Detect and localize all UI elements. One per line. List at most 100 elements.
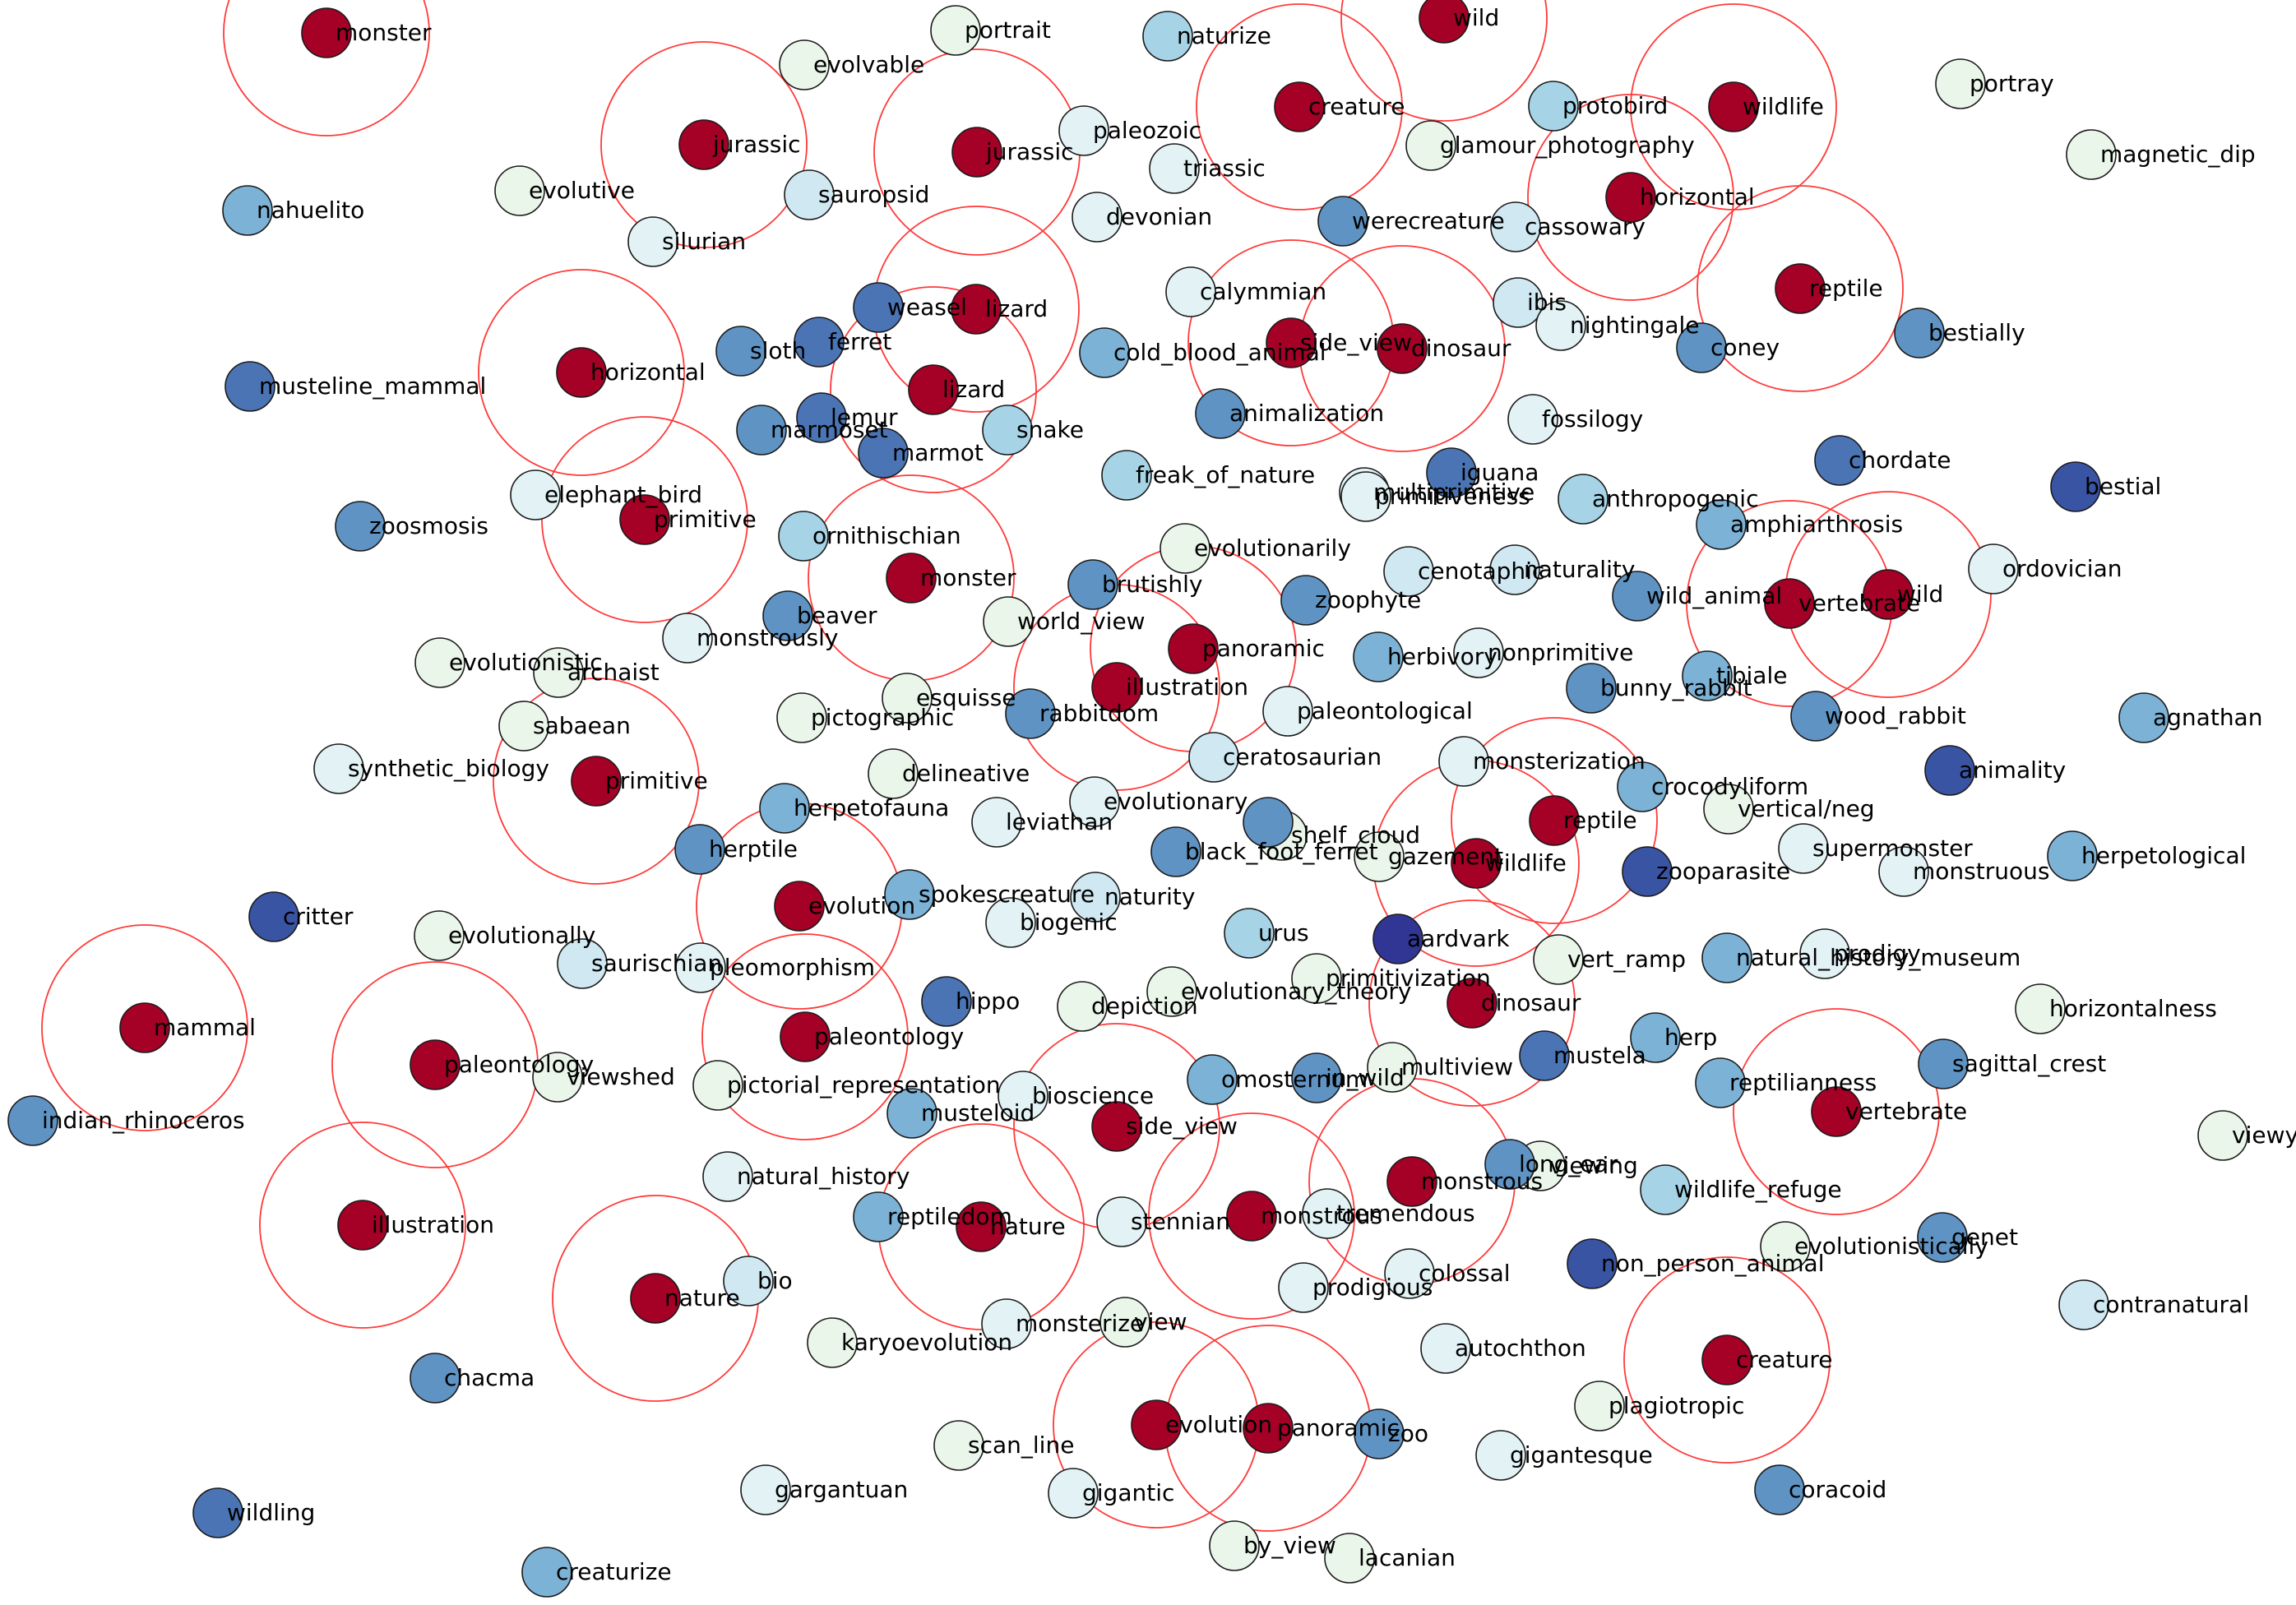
label-evolutionarily: evolutionarily (1194, 534, 1351, 562)
node-multiview (1367, 1042, 1418, 1093)
label-tibiale: tibiale (1716, 662, 1787, 689)
label-jurassic: jurassic (985, 138, 1074, 165)
node-primitive (619, 494, 670, 545)
label-freak-of-nature: freak_of_nature (1136, 461, 1315, 488)
node-dinosaur (1447, 978, 1497, 1029)
label-cassowary: cassowary (1525, 213, 1646, 240)
node-bioscience (998, 1071, 1048, 1122)
label-reptile: reptile (1809, 275, 1883, 302)
label-monsterization: monsterization (1473, 747, 1646, 775)
node-bio (723, 1256, 774, 1307)
node-wildlife (1708, 81, 1759, 132)
label-sagittal-crest: sagittal_crest (1952, 1050, 2106, 1077)
node-ordovician (1968, 543, 2019, 594)
node-evolutive (494, 165, 545, 216)
node-horizontal (1605, 172, 1656, 223)
label-portrait: portrait (965, 16, 1051, 44)
label-vert-ramp: vert_ramp (1567, 946, 1686, 973)
node-sabaean (498, 701, 549, 752)
node-reptilianness (1695, 1057, 1746, 1108)
label-wildlife: wildlife (1743, 93, 1824, 120)
label-wildlife: wildlife (1485, 849, 1567, 877)
label-omosternum: omosternum (1221, 1066, 1368, 1093)
node-musteline-mammal (225, 361, 275, 412)
node-evolution (1131, 1399, 1182, 1450)
node-wild-animal (1612, 571, 1663, 622)
node-monstrous (1386, 1156, 1437, 1207)
label-evolution: evolution (1165, 1411, 1272, 1438)
label-aardvark: aardvark (1407, 925, 1510, 952)
label-monsterize: monsterize (1016, 1310, 1144, 1337)
node-pictographic (776, 692, 827, 743)
label-rabbitdom: rabbitdom (1039, 700, 1159, 727)
node-triassic (1149, 143, 1200, 194)
label-animality: animality (1959, 756, 2066, 784)
node-reptiledom (853, 1191, 904, 1242)
label-horizontal: horizontal (590, 358, 706, 386)
label-zoo: zoo (1388, 1420, 1428, 1447)
node-long-ear (1484, 1139, 1535, 1190)
label-saurischian: saurischian (591, 950, 722, 977)
ring-monster (223, 0, 430, 136)
label-evolutionary-theory: evolutionary_theory (1181, 978, 1412, 1005)
label-elephant-bird: elephant_bird (544, 481, 702, 508)
node-stennian (1096, 1196, 1147, 1247)
node-vertebrate (1764, 578, 1815, 629)
node-creature (1701, 1334, 1752, 1385)
label-evolutionary: evolutionary (1104, 788, 1248, 815)
node-vert-ramp (1533, 934, 1584, 985)
label-devonian: devonian (1106, 203, 1212, 230)
node-crocodyliform (1617, 761, 1668, 812)
label-genet: genet (1951, 1223, 2018, 1251)
node-karyoevolution (807, 1317, 858, 1368)
label-multiprimitive: multiprimitive (1373, 479, 1535, 506)
label-primitivization: primitivization (1326, 964, 1491, 992)
node-synthetic-biology (313, 743, 364, 794)
label-wild: wild (1453, 4, 1499, 31)
label-hippo: hippo (956, 988, 1020, 1015)
node-naturity (1070, 872, 1121, 923)
node-coracoid (1754, 1464, 1805, 1515)
node-nightingale (1535, 300, 1586, 351)
node-portray (1935, 58, 1986, 109)
node-vertebrate (1811, 1086, 1862, 1137)
node-non-person-animal (1567, 1238, 1618, 1289)
label-autochthon: autochthon (1455, 1334, 1586, 1362)
label-beaver: beaver (797, 602, 877, 629)
node-paleozoic (1058, 105, 1109, 156)
node-reptile (1775, 263, 1826, 314)
node-portrait (930, 5, 981, 56)
node-monsterize (981, 1298, 1032, 1349)
label-vertebrate: vertebrate (1798, 590, 1920, 617)
node-gazement (1354, 831, 1405, 882)
node-cold-blood-animal (1079, 327, 1130, 378)
node-mustela (1519, 1030, 1570, 1081)
label-leviathan: leviathan (1006, 808, 1113, 835)
label-primitiveness: primitiveness (1375, 483, 1530, 510)
node-devonian (1072, 192, 1123, 243)
node-black-foot-ferret (1150, 826, 1201, 877)
label-jurassic: jurassic (712, 131, 801, 158)
node-supermonster (1778, 823, 1829, 874)
label-ceratosaurian: ceratosaurian (1223, 743, 1382, 770)
node-unlabeled (1243, 797, 1294, 848)
node-bunny-rabbit (1566, 663, 1617, 714)
node-primitivization (1291, 953, 1342, 1004)
node-silurian (627, 216, 678, 267)
label-monstruous: monstruous (1913, 858, 2049, 885)
label-zooparasite: zooparasite (1656, 858, 1790, 885)
node-pictorial-representation (692, 1060, 743, 1111)
node-prodigy (1799, 928, 1850, 979)
node-beaver (762, 590, 813, 641)
node-monstrous (1226, 1191, 1277, 1242)
node-naturize (1142, 11, 1193, 62)
label-natural-history: natural_history (737, 1163, 910, 1190)
ring-vertebrate (1733, 1008, 1940, 1215)
node-agnathan (2118, 692, 2169, 743)
label-vertebrate: vertebrate (1845, 1098, 1967, 1125)
node-esquisse (882, 673, 933, 724)
label-anthropogenic: anthropogenic (1592, 485, 1758, 512)
label-monstrous: monstrous (1261, 1202, 1382, 1229)
label-plagiotropic: plagiotropic (1609, 1392, 1744, 1419)
